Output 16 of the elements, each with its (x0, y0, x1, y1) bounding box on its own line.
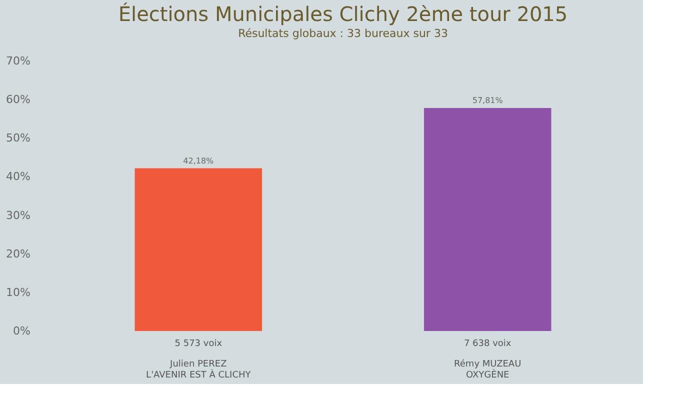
chart-subtitle: Résultats globaux : 33 bureaux sur 33 (238, 27, 448, 40)
chart-title: Élections Municipales Clichy 2ème tour 2015 (118, 2, 568, 26)
x-tick-label: Rémy MUZEAU OXYGÈNE (454, 358, 522, 380)
y-tick-label: 50% (6, 132, 30, 145)
y-tick-label: 10% (6, 286, 30, 299)
data-label: 57,81% (472, 96, 504, 106)
y-tick-label: 40% (6, 170, 30, 184)
y-tick-label: 70% (6, 54, 30, 68)
y-tick-label: 60% (6, 93, 30, 106)
y-tick-label: 20% (6, 247, 30, 260)
annotation: 5 573 voix (174, 339, 223, 349)
x-tick-label: Julien PEREZ L'AVENIR EST À CLICHY (146, 360, 252, 380)
y-tick-label: 0% (13, 324, 30, 338)
annotation: 7 638 voix (464, 339, 512, 349)
data-label: 42,18% (183, 156, 214, 166)
y-tick-label: 30% (6, 208, 30, 222)
